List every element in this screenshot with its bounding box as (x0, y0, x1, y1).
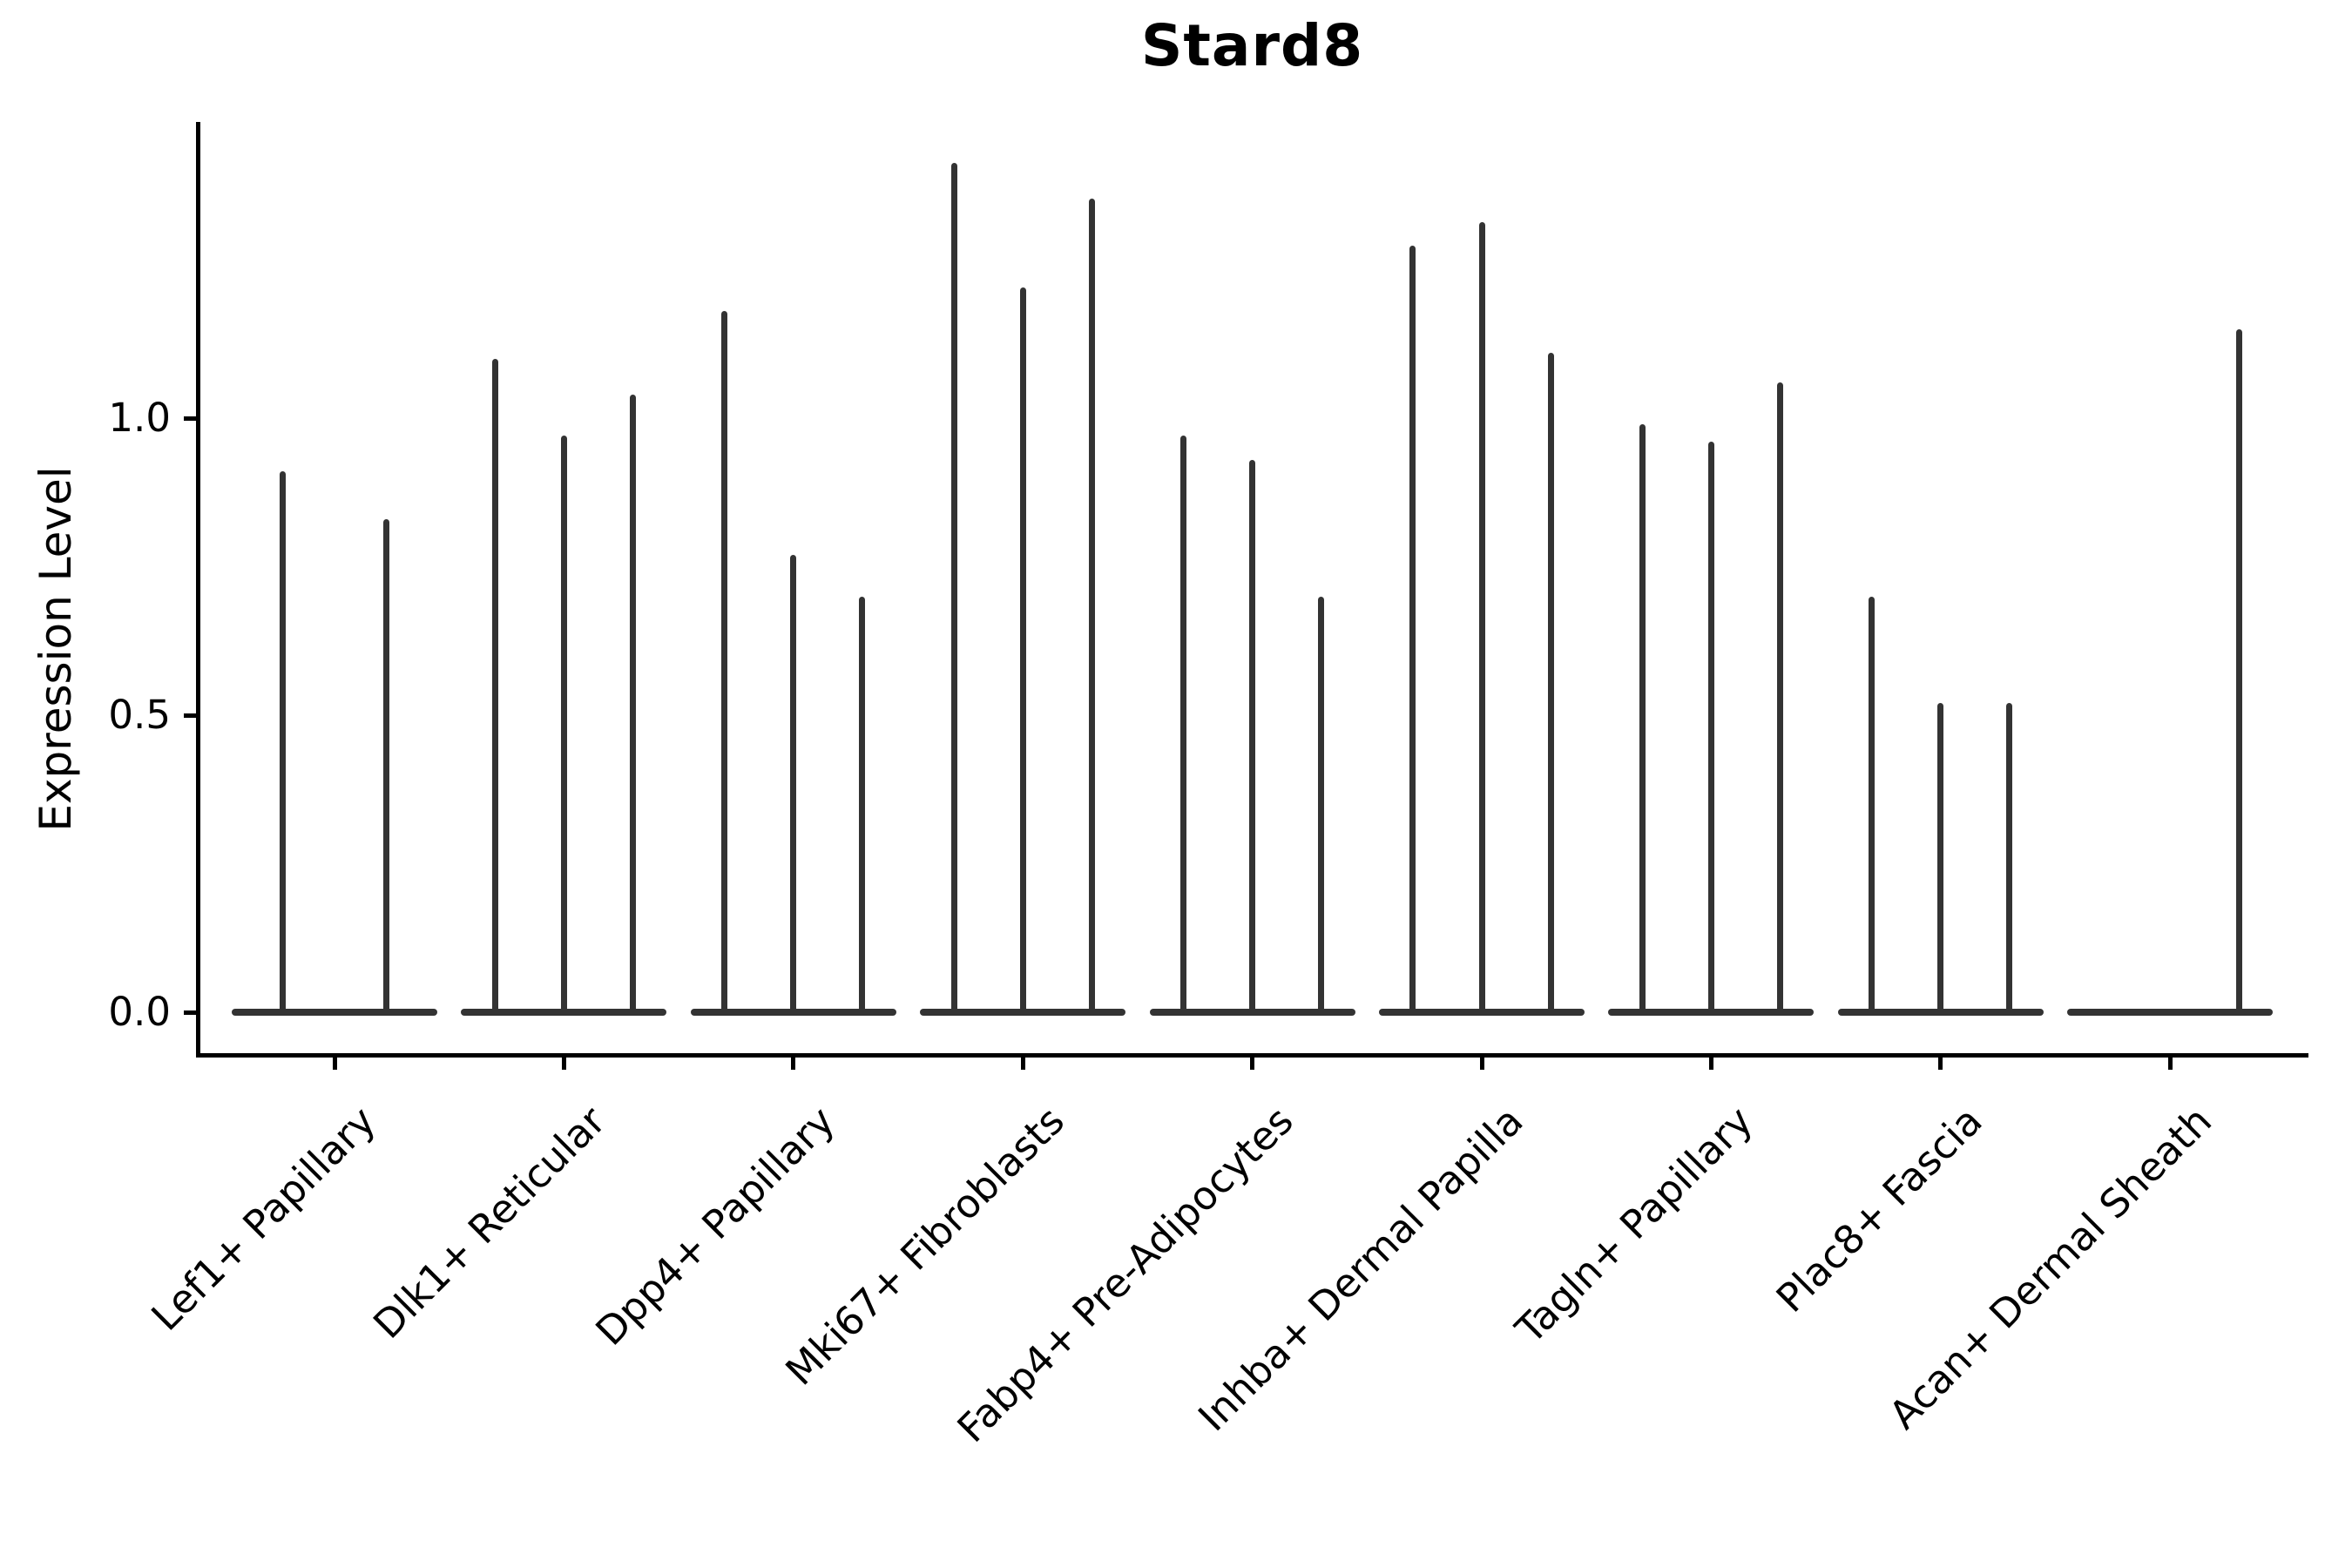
violin-spike (1318, 596, 1325, 1014)
violin-spike (491, 358, 498, 1014)
x-tick (1020, 1058, 1025, 1070)
violin-spike (1249, 459, 1256, 1014)
violin-spike (1019, 287, 1026, 1014)
violin-spike (1776, 382, 1783, 1014)
y-tick-label: 1.0 (108, 395, 171, 441)
violin-spike (1937, 703, 1944, 1014)
x-tick (2167, 1058, 2173, 1070)
violin-spike (1180, 436, 1187, 1014)
violin-body (232, 1009, 437, 1016)
violin-spike (1088, 198, 1095, 1014)
chart-title: Stard8 (1140, 12, 1364, 79)
violin-spike (721, 311, 728, 1014)
violin-spike (1547, 352, 1554, 1014)
violin-spike (790, 554, 797, 1014)
violin-spike (1409, 246, 1416, 1014)
violin-spike (2235, 328, 2242, 1014)
violin-spike (1639, 423, 1646, 1014)
violin-spike (1707, 442, 1714, 1014)
y-tick-label: 0.0 (108, 989, 171, 1035)
violin-spike (382, 518, 389, 1014)
y-tick (184, 713, 196, 718)
violin-spike (280, 471, 287, 1014)
violin-spike (1869, 596, 1876, 1014)
bottom-spine (196, 1053, 2308, 1058)
violin-spike (950, 162, 957, 1014)
x-tick (561, 1058, 566, 1070)
x-tick (1708, 1058, 1713, 1070)
y-tick (184, 416, 196, 421)
y-tick (184, 1010, 196, 1015)
violin-spike (629, 394, 636, 1014)
x-tick (1250, 1058, 1255, 1070)
x-tick (1479, 1058, 1484, 1070)
violin-spike (859, 596, 866, 1014)
y-tick-label: 0.5 (108, 692, 171, 738)
violin-spike (2006, 703, 2013, 1014)
violin-body (2067, 1009, 2274, 1016)
left-spine (196, 122, 200, 1058)
x-tick (332, 1058, 337, 1070)
violin-spike (560, 436, 567, 1014)
violin-spike (1478, 221, 1485, 1014)
x-tick (1938, 1058, 1943, 1070)
x-tick (791, 1058, 796, 1070)
y-axis-label: Expression Level (30, 466, 81, 832)
